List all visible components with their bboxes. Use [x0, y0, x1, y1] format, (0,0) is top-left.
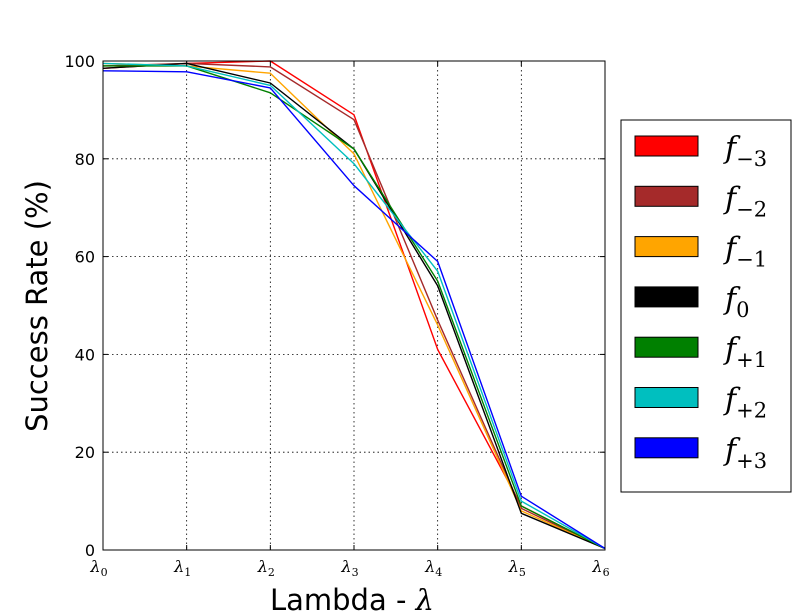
- legend-swatch: [634, 185, 699, 207]
- x-tick-label: λ6: [591, 557, 609, 579]
- x-tick-label: λ4: [424, 557, 442, 579]
- series-line-6: [102, 70, 606, 550]
- legend-swatch: [634, 387, 699, 408]
- legend-swatch: [634, 336, 699, 358]
- y-tick-labels: 0 20 40 60 80 100: [64, 52, 95, 560]
- legend-swatch: [634, 135, 699, 157]
- y-axis-title: Success Rate (%): [20, 180, 54, 432]
- y-tick-label: 40: [75, 345, 95, 364]
- legend-label: f−1: [723, 232, 767, 272]
- legend-item: f−3: [634, 131, 767, 171]
- grid-lines: [103, 61, 605, 550]
- x-tick-label: λ2: [257, 557, 275, 579]
- axis-ticks: [102, 60, 606, 551]
- x-tick-label: λ3: [340, 557, 358, 579]
- legend-label: f−3: [723, 131, 767, 171]
- y-tick-label: 60: [75, 248, 95, 267]
- legend-swatch: [634, 236, 699, 258]
- legend-item: f−1: [634, 232, 767, 272]
- x-axis-title: Lambda - λ: [270, 583, 434, 612]
- legend-item: f+1: [634, 332, 767, 372]
- x-tick-label: λ1: [173, 557, 191, 579]
- x-tick-label: λ5: [508, 557, 526, 579]
- y-tick-label: 0: [85, 541, 95, 560]
- y-tick-label: 80: [75, 150, 95, 169]
- x-tick-label: λ0: [89, 557, 107, 579]
- legend-swatch: [634, 286, 699, 308]
- y-tick-label: 100: [64, 52, 95, 71]
- x-tick-labels: λ0 λ1 λ2 λ3 λ4 λ5 λ6: [89, 557, 609, 579]
- y-tick-label: 20: [75, 443, 95, 462]
- legend-swatch: [634, 437, 699, 459]
